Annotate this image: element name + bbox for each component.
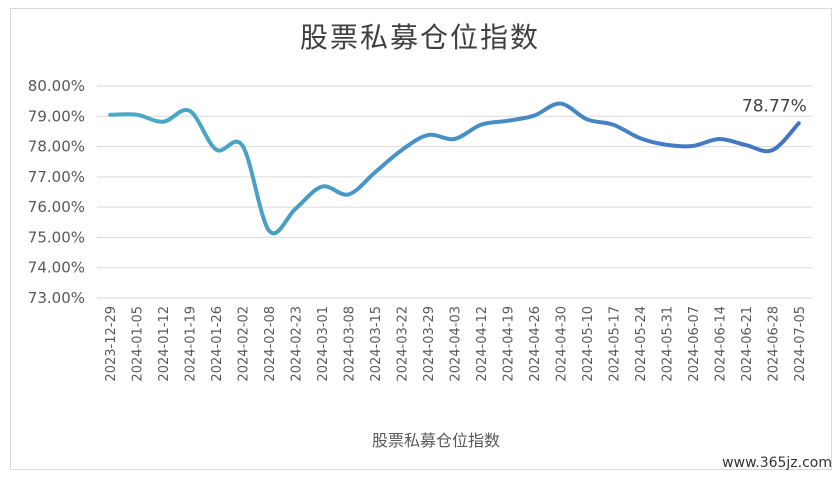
x-tick-label: 2024-01-26 <box>210 306 225 382</box>
x-tick-label: 2024-04-03 <box>449 306 464 382</box>
y-tick-label: 76.00% <box>28 198 85 216</box>
series-line <box>108 101 801 236</box>
last-value-label: 78.77% <box>742 96 807 116</box>
x-tick-label: 2024-04-12 <box>475 306 490 382</box>
x-tick-label: 2024-03-22 <box>396 306 411 382</box>
x-tick-label: 2024-03-29 <box>422 306 437 382</box>
x-tick-label: 2024-01-05 <box>131 306 146 382</box>
x-tick-label: 2024-03-15 <box>369 306 384 382</box>
watermark: www.365jz.com <box>722 455 832 471</box>
y-tick-label: 77.00% <box>28 168 85 186</box>
x-tick-label: 2024-03-08 <box>343 306 358 382</box>
x-tick-label: 2023-12-29 <box>104 306 119 382</box>
chart-frame <box>10 8 832 470</box>
y-tick-label: 78.00% <box>28 138 85 156</box>
x-tick-label: 2024-02-02 <box>237 306 252 382</box>
x-tick-label: 2024-05-24 <box>634 306 649 382</box>
x-tick-label: 2024-04-30 <box>554 306 569 382</box>
x-tick-label: 2024-04-26 <box>528 306 543 382</box>
x-tick-label: 2024-01-19 <box>184 306 199 382</box>
y-tick-label: 75.00% <box>28 228 85 246</box>
x-tick-label: 2024-07-05 <box>793 306 808 382</box>
y-tick-label: 74.00% <box>28 259 85 277</box>
x-tick-label: 2024-06-28 <box>766 306 781 382</box>
x-tick-label: 2024-06-14 <box>713 306 728 382</box>
x-tick-label: 2024-05-10 <box>581 306 596 382</box>
x-tick-label: 2024-01-12 <box>157 306 172 382</box>
x-tick-label: 2024-06-21 <box>740 306 755 382</box>
x-tick-label: 2024-05-17 <box>607 306 622 382</box>
x-tick-label: 2024-03-01 <box>316 306 331 382</box>
legend-label: 股票私募仓位指数 <box>372 431 500 450</box>
y-tick-label: 79.00% <box>28 107 85 125</box>
y-tick-label: 73.00% <box>28 289 85 307</box>
x-tick-label: 2024-05-31 <box>660 306 675 382</box>
y-tick-label: 80.00% <box>28 77 85 95</box>
x-tick-label: 2024-04-19 <box>501 306 516 382</box>
x-tick-label: 2024-02-23 <box>290 306 305 382</box>
legend: 股票私募仓位指数 <box>318 431 500 450</box>
chart-title: 股票私募仓位指数 <box>299 21 540 54</box>
x-tick-label: 2024-06-07 <box>687 306 702 382</box>
x-tick-label: 2024-02-08 <box>263 306 278 382</box>
